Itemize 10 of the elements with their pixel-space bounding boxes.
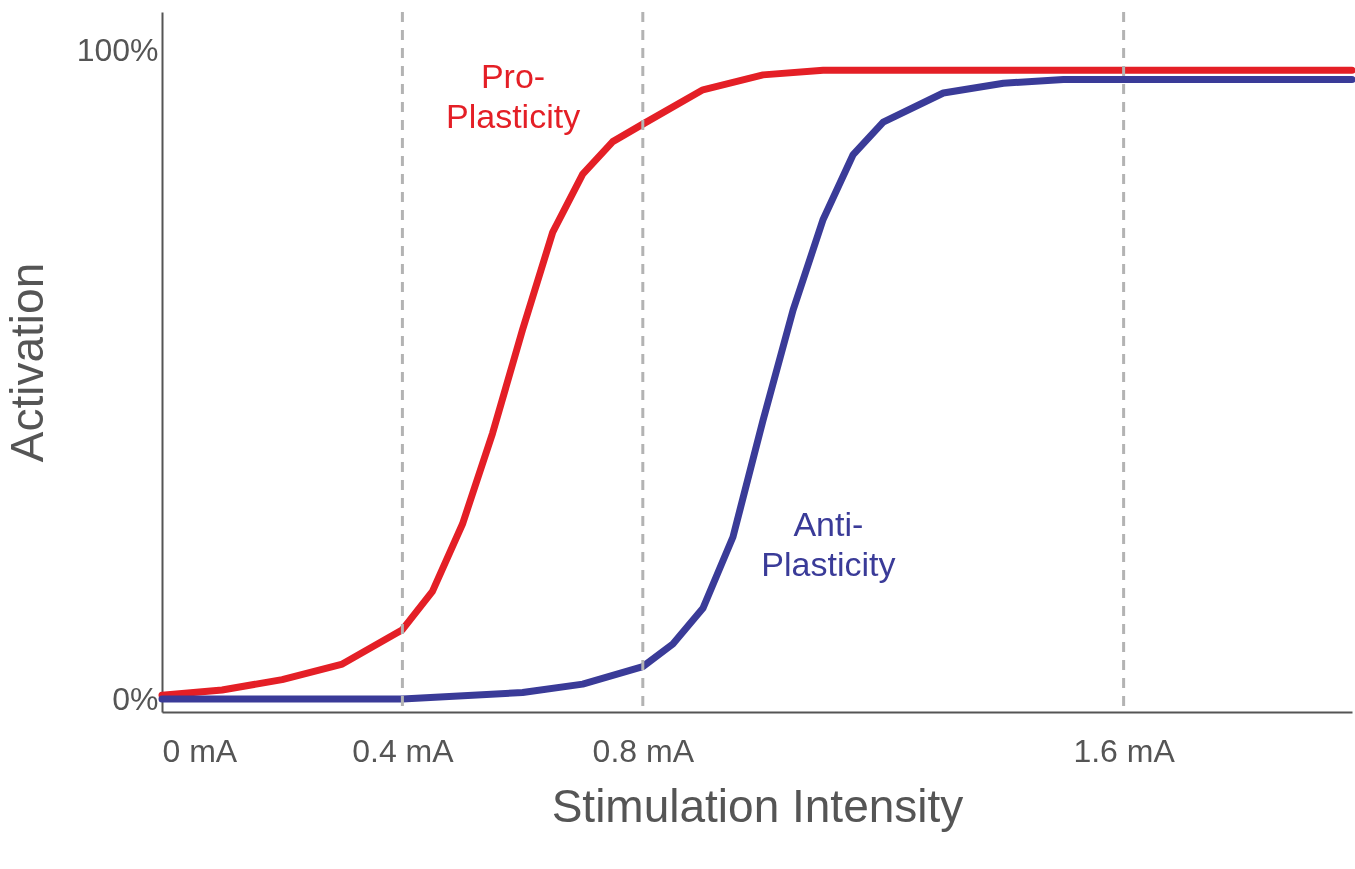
y-tick-label: 100% — [76, 32, 159, 69]
y-axis-title: Activation — [0, 262, 53, 463]
x-tick-label: 0.8 mA — [592, 732, 695, 769]
x-axis-title: Stimulation Intensity — [551, 779, 964, 832]
y-tick-label: 0% — [112, 680, 159, 717]
series-label: Pro- Plasticity — [445, 57, 581, 135]
series-label: Anti- Plasticity — [761, 505, 896, 583]
x-tick-label: 0 mA — [162, 732, 238, 769]
x-tick-label: 0.4 mA — [352, 732, 455, 769]
x-tick-label: 1.6 mA — [1073, 732, 1176, 769]
